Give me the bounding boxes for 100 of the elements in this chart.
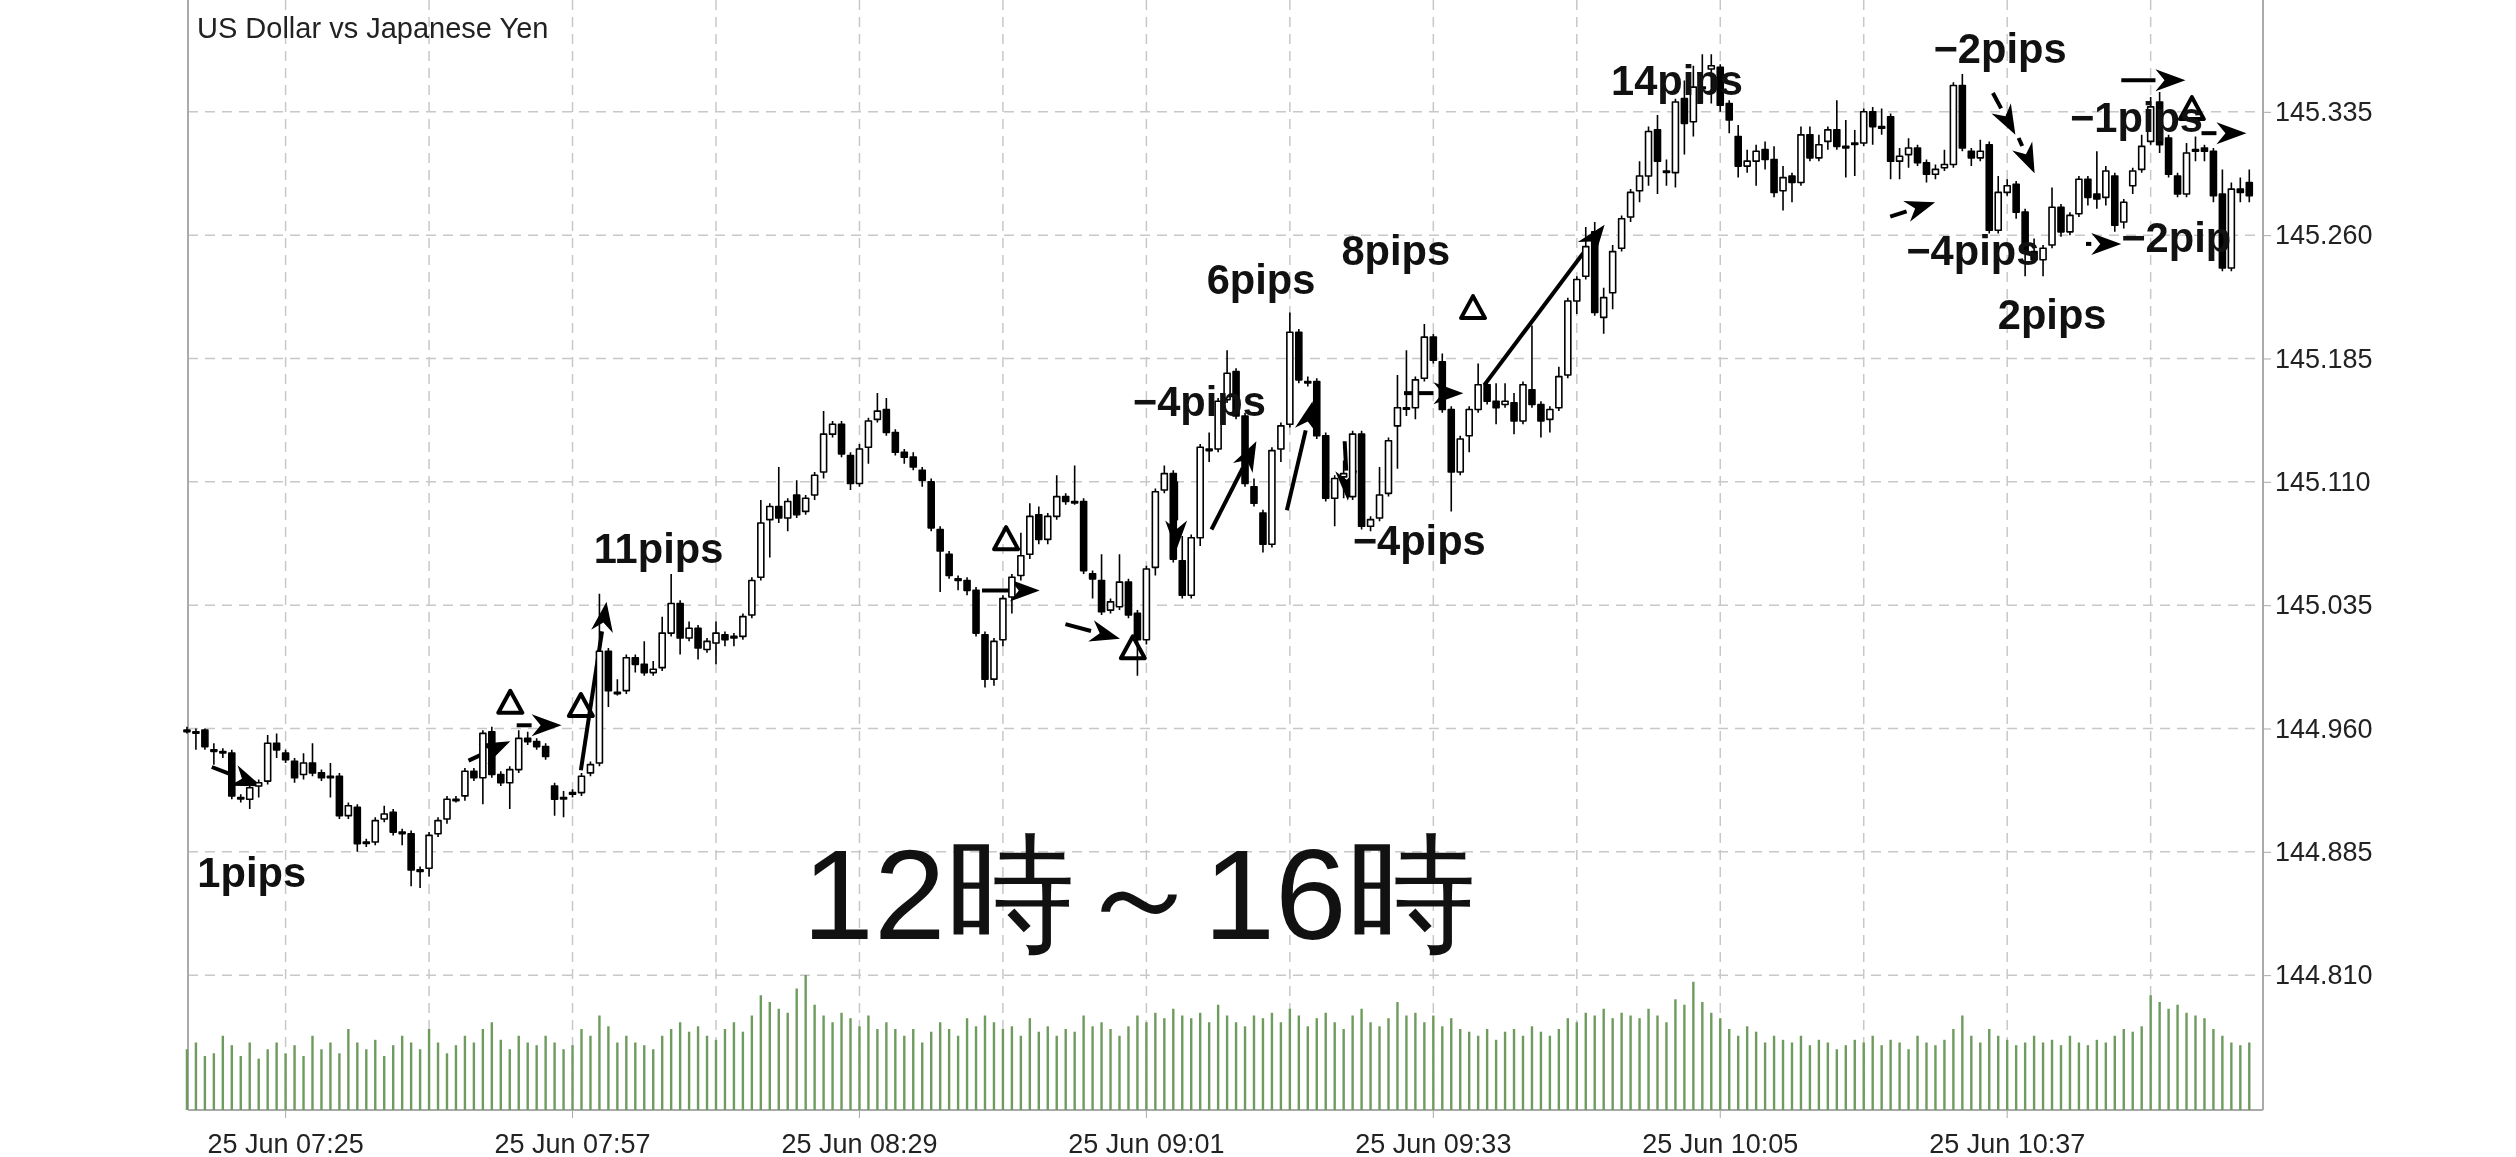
bar bbox=[607, 1026, 610, 1110]
bar bbox=[1127, 1026, 1130, 1110]
bar bbox=[347, 1029, 350, 1110]
bar bbox=[1638, 1018, 1641, 1110]
x-tick-label: 25 Jun 09:33 bbox=[1355, 1129, 1512, 1157]
candlestick bbox=[335, 772, 344, 820]
candlestick bbox=[1429, 333, 1438, 365]
bar bbox=[625, 1035, 628, 1110]
candlestick bbox=[1949, 81, 1958, 169]
candlestick bbox=[1653, 114, 1662, 195]
bar bbox=[320, 1049, 323, 1110]
bar bbox=[302, 1056, 305, 1110]
candlestick bbox=[604, 647, 613, 708]
candlestick bbox=[810, 471, 819, 501]
bar bbox=[266, 1049, 269, 1110]
bar bbox=[2230, 1042, 2233, 1110]
bar bbox=[1109, 1029, 1112, 1110]
bar bbox=[1611, 1018, 1614, 1110]
bar bbox=[616, 1042, 619, 1110]
annotation: 2pips bbox=[1997, 290, 2107, 338]
candlestick bbox=[425, 831, 433, 878]
candlestick bbox=[254, 778, 263, 799]
candlestick bbox=[757, 499, 765, 582]
candlestick bbox=[1348, 430, 1357, 501]
bar bbox=[526, 1042, 529, 1110]
bar bbox=[1925, 1042, 1928, 1110]
bar bbox=[338, 1053, 341, 1110]
bar bbox=[1907, 1049, 1910, 1110]
candlestick bbox=[1375, 466, 1384, 523]
candlestick bbox=[1017, 532, 1025, 582]
candlestick bbox=[1555, 365, 1563, 412]
bar bbox=[813, 1004, 816, 1110]
candlestick bbox=[1895, 147, 1904, 181]
y-tick-label: 145.260 bbox=[2275, 220, 2373, 251]
bar bbox=[1970, 1035, 1973, 1110]
bar bbox=[1692, 981, 1695, 1110]
bar bbox=[571, 1045, 574, 1110]
candlestick bbox=[1662, 158, 1671, 187]
bar bbox=[1118, 1035, 1121, 1110]
bar bbox=[535, 1045, 538, 1110]
candlestick bbox=[1635, 160, 1644, 204]
y-tick-label: 145.035 bbox=[2275, 590, 2373, 621]
annotation: 1pips bbox=[197, 849, 307, 897]
candlestick bbox=[1617, 214, 1626, 253]
bar bbox=[1629, 1015, 1632, 1110]
candlestick bbox=[999, 594, 1007, 648]
candlestick bbox=[1106, 597, 1115, 615]
candlestick bbox=[317, 768, 326, 782]
bar bbox=[2149, 995, 2152, 1110]
bar bbox=[562, 1049, 565, 1110]
y-tick-label: 144.885 bbox=[2275, 836, 2373, 867]
candlestick bbox=[936, 525, 944, 593]
bar bbox=[1378, 1026, 1381, 1110]
bar bbox=[598, 1015, 601, 1110]
candlestick bbox=[1384, 436, 1393, 498]
bar bbox=[1360, 1008, 1363, 1110]
bar bbox=[1387, 1018, 1390, 1110]
bar bbox=[1916, 1035, 1919, 1110]
bar bbox=[867, 1015, 870, 1110]
y-tick-label: 145.185 bbox=[2275, 343, 2373, 374]
candlestick bbox=[748, 576, 756, 620]
bar bbox=[2212, 1029, 2215, 1110]
candlestick bbox=[281, 749, 290, 764]
bar bbox=[804, 975, 807, 1110]
bar bbox=[1674, 999, 1677, 1110]
annotation: −2pips bbox=[1933, 24, 2067, 72]
bar bbox=[894, 1029, 897, 1110]
candlestick bbox=[864, 416, 873, 465]
bar bbox=[2185, 1012, 2188, 1110]
bar bbox=[795, 988, 798, 1110]
bar bbox=[2239, 1045, 2242, 1110]
candlestick bbox=[1133, 609, 1142, 677]
bar bbox=[1701, 1002, 1704, 1110]
candlestick bbox=[272, 732, 281, 759]
x-tick-label: 25 Jun 10:05 bbox=[1642, 1129, 1799, 1157]
bar bbox=[1880, 1045, 1883, 1110]
bar bbox=[1665, 1022, 1668, 1110]
candlestick bbox=[1922, 158, 1931, 184]
candlestick bbox=[1411, 375, 1420, 421]
bar bbox=[293, 1045, 296, 1110]
y-tick-label: 144.960 bbox=[2275, 713, 2373, 744]
candlestick bbox=[1142, 564, 1151, 646]
candlestick bbox=[1070, 464, 1079, 506]
bar bbox=[1889, 1039, 1892, 1110]
candlestick bbox=[586, 760, 595, 777]
bar bbox=[1405, 1015, 1408, 1110]
bar bbox=[580, 1029, 583, 1110]
bar bbox=[1423, 1022, 1426, 1110]
bar bbox=[1163, 1018, 1166, 1110]
bar bbox=[1934, 1045, 1937, 1110]
bar bbox=[840, 1012, 843, 1110]
candlestick bbox=[828, 420, 837, 439]
bar bbox=[1656, 1015, 1659, 1110]
candlestick bbox=[326, 762, 335, 799]
bar bbox=[1943, 1039, 1946, 1110]
candlestick bbox=[873, 392, 882, 424]
bar bbox=[2167, 1008, 2170, 1110]
bar bbox=[1154, 1012, 1157, 1110]
bar bbox=[257, 1058, 260, 1110]
candlestick bbox=[855, 443, 864, 488]
